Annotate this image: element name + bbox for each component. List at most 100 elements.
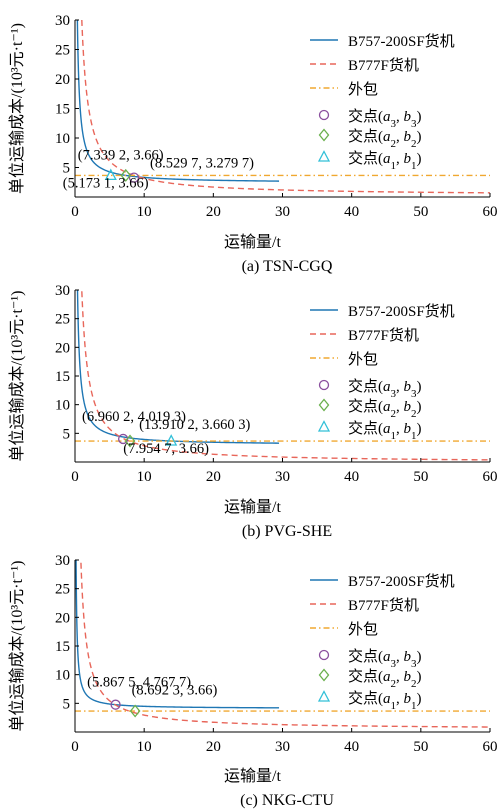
x-tick-label: 0 — [71, 469, 79, 485]
x-tick-label: 30 — [275, 739, 290, 755]
y-tick-label: 5 — [63, 696, 71, 712]
y-tick-label: 15 — [55, 102, 70, 118]
chart-panel-3: 0 10 20 30 40 50 60 5 10 15 20 25 30 运输量/t 单位运输成本/(10³… — [8, 553, 498, 809]
series-line-2 — [80, 560, 490, 728]
legend-label: 外包 — [348, 81, 378, 98]
legend-marker-2 — [318, 398, 330, 412]
intersection-marker-2 — [120, 168, 132, 182]
legend-label: 交点(a3, b3) — [348, 377, 422, 400]
chart-caption: (c) NKG-CTU — [240, 792, 334, 809]
intersection-marker-2 — [129, 704, 141, 718]
y-tick-label: 15 — [55, 369, 70, 385]
y-axis-label: 单位运输成本/(10³元·t⁻¹) — [8, 561, 26, 732]
intersection-annotation: (8.529 7, 3.279 7) — [150, 156, 254, 172]
legend-label: B757-200SF货机 — [348, 33, 455, 50]
legend-label: 交点(a3, b3) — [348, 107, 422, 130]
y-tick-label: 25 — [55, 43, 70, 59]
y-tick-label: 25 — [55, 582, 70, 598]
x-tick-label: 60 — [483, 204, 498, 220]
x-tick-label: 10 — [137, 204, 152, 220]
y-tick-label: 15 — [55, 639, 70, 655]
legend-label: 交点(a1, b1) — [348, 689, 422, 712]
chart-caption: (b) PVG-SHE — [242, 523, 332, 540]
x-tick-label: 20 — [206, 204, 221, 220]
x-axis-label: 运输量/t — [224, 233, 281, 251]
legend-marker-2 — [318, 668, 330, 682]
x-tick-label: 40 — [344, 469, 359, 485]
legend-label: 交点(a3, b3) — [348, 647, 422, 670]
y-tick-label: 10 — [55, 131, 70, 147]
y-tick-label: 10 — [55, 398, 70, 414]
x-tick-label: 30 — [275, 204, 290, 220]
legend-label: 交点(a2, b2) — [348, 127, 422, 150]
legend-label: B757-200SF货机 — [348, 303, 455, 320]
chart-panel-1: 0 10 20 30 40 50 60 5 10 15 20 25 30 运输量/t 单位运输成本/(10³… — [8, 13, 498, 275]
y-tick-label: 10 — [55, 668, 70, 684]
series-line-1 — [75, 560, 280, 709]
x-tick-label: 40 — [344, 204, 359, 220]
chart-panel-2: 0 10 20 30 40 50 60 5 10 15 20 25 30 运输量/t 单位运输成本/(10³… — [8, 283, 498, 540]
x-axis-label: 运输量/t — [224, 767, 281, 785]
x-tick-label: 60 — [483, 469, 498, 485]
legend-label: 交点(a2, b2) — [348, 397, 422, 420]
x-tick-label: 50 — [413, 469, 428, 485]
x-tick-label: 40 — [344, 739, 359, 755]
x-tick-label: 60 — [483, 739, 498, 755]
intersection-marker-3 — [165, 434, 178, 446]
intersection-marker-2 — [124, 434, 136, 448]
x-tick-label: 0 — [71, 204, 79, 220]
intersection-annotation: (5.867 5, 4.767 7) — [87, 675, 191, 691]
y-tick-label: 20 — [55, 340, 70, 356]
legend-label: 外包 — [348, 351, 378, 368]
series-line-1 — [76, 20, 280, 182]
legend-marker-1 — [318, 379, 330, 391]
intersection-annotation: (13.910 2, 3.660 3) — [139, 417, 250, 433]
y-tick-label: 30 — [55, 283, 70, 299]
x-axis-label: 运输量/t — [224, 498, 281, 516]
y-tick-label: 30 — [55, 553, 70, 569]
legend-label: B777F货机 — [348, 57, 419, 74]
legend-label: B757-200SF货机 — [348, 573, 455, 590]
intersection-marker-1 — [110, 699, 121, 710]
y-tick-label: 5 — [63, 161, 71, 177]
x-tick-label: 20 — [206, 739, 221, 755]
y-tick-label: 25 — [55, 312, 70, 328]
legend-marker-1 — [318, 649, 330, 661]
x-tick-label: 10 — [137, 469, 152, 485]
x-tick-label: 50 — [413, 204, 428, 220]
series-line-1 — [76, 290, 280, 444]
intersection-marker-1 — [128, 172, 140, 183]
chart-caption: (a) TSN-CGQ — [242, 258, 333, 275]
legend-label: 交点(a2, b2) — [348, 667, 422, 690]
legend-marker-1 — [318, 109, 330, 121]
y-axis-label: 单位运输成本/(10³元·t⁻¹) — [8, 291, 26, 462]
x-tick-label: 10 — [137, 739, 152, 755]
y-tick-label: 20 — [55, 72, 70, 88]
legend-marker-3 — [317, 150, 331, 162]
legend-label: 交点(a1, b1) — [348, 419, 422, 442]
series-line-2 — [81, 20, 490, 194]
intersection-annotation: (5.173 1, 3.66) — [63, 175, 149, 191]
y-tick-label: 30 — [55, 13, 70, 29]
intersection-marker-3 — [104, 168, 117, 181]
x-tick-label: 20 — [206, 469, 221, 485]
intersection-annotation: (6.960 2, 4.019 3) — [82, 409, 186, 425]
legend-label: B777F货机 — [348, 327, 419, 344]
legend-marker-3 — [317, 690, 331, 702]
legend-marker-3 — [317, 420, 331, 432]
legend-label: 外包 — [348, 621, 378, 638]
y-tick-label: 5 — [63, 426, 71, 442]
x-tick-label: 30 — [275, 469, 290, 485]
y-tick-label: 20 — [55, 610, 70, 626]
legend-label: B777F货机 — [348, 597, 419, 614]
legend-marker-2 — [318, 128, 330, 142]
legend-label: 交点(a1, b1) — [348, 149, 422, 172]
y-axis-label: 单位运输成本/(10³元·t⁻¹) — [8, 23, 26, 194]
intersection-annotation: (7.339 2, 3.66) — [78, 148, 164, 164]
intersection-annotation: (7.954 7, 3.66) — [123, 441, 209, 457]
intersection-annotation: (8.692 3, 3.66) — [132, 683, 218, 699]
